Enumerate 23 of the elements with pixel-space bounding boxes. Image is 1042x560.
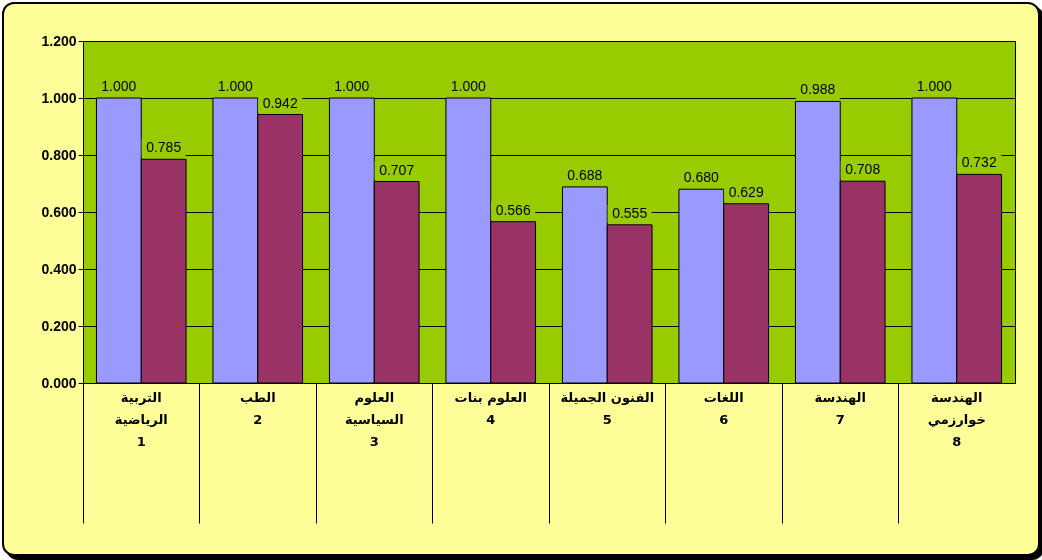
y-tick-label: 0.800 [41,146,77,163]
data-label: 0.566 [495,201,531,218]
data-label: 0.942 [262,94,298,111]
y-tick-label: 0.400 [41,260,77,277]
data-label: 0.988 [800,81,836,98]
y-tick-label: 0.000 [41,374,77,391]
data-label: 1.000 [101,78,137,94]
data-label: 0.785 [146,139,182,156]
data-label: 0.629 [728,183,764,200]
data-label: 1.000 [334,78,370,94]
data-label: 0.555 [612,204,648,221]
data-label: 0.688 [567,166,603,183]
data-label: 1.000 [450,78,487,94]
data-label: 1.000 [916,78,953,94]
y-tick-label: 1.000 [41,89,77,106]
data-label: 0.708 [845,161,881,178]
y-tick-label: 0.200 [41,317,77,334]
data-label: 0.732 [961,154,997,171]
y-tick-label: 0.600 [41,203,77,220]
data-label: 0.680 [683,169,720,186]
data-label: 0.707 [379,161,415,178]
y-tick-label: 1.200 [41,32,77,49]
data-label: 1.000 [217,78,254,94]
